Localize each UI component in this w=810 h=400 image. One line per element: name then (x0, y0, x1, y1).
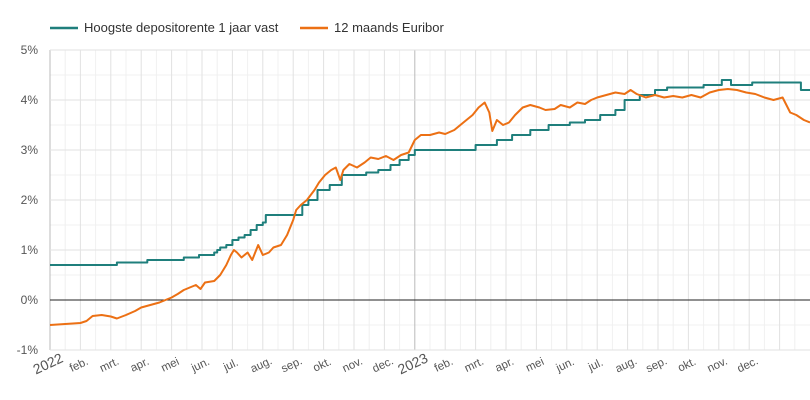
y-tick-label: 4% (21, 93, 39, 107)
x-tick-label: okt. (311, 356, 333, 375)
x-tick-label: mrt. (463, 356, 486, 375)
y-tick-label: 5% (21, 43, 39, 57)
legend-label-1: Hoogste depositorente 1 jaar vast (84, 20, 279, 35)
x-tick-label: apr. (494, 356, 516, 375)
x-tick-label: sep. (280, 355, 305, 375)
series (49, 79, 810, 326)
x-tick-label: jul. (586, 357, 605, 375)
x-tick-label: jul. (221, 357, 240, 375)
x-tick-label: nov. (706, 355, 730, 375)
y-tick-label: 0% (21, 293, 39, 307)
x-tick-label: mei (159, 356, 181, 375)
series-line-2 (49, 88, 810, 326)
legend: Hoogste depositorente 1 jaar vast 12 maan… (50, 20, 445, 35)
x-tick-label: jun. (554, 356, 577, 375)
legend-label-2: 12 maands Euribor (334, 20, 445, 35)
x-tick-label: okt. (676, 356, 698, 375)
x-tick-label: feb. (433, 356, 455, 375)
x-tick-label: nov. (341, 355, 365, 375)
x-tick-label: jun. (189, 356, 212, 375)
y-tick-label: -1% (17, 343, 39, 357)
x-tick-label: mei (524, 356, 546, 375)
x-tick-label: sep. (644, 355, 669, 375)
x-tick-label: feb. (68, 356, 90, 375)
x-tick-label: apr. (129, 356, 151, 375)
x-tick-label: 2023 (395, 350, 430, 378)
x-tick-label: aug. (614, 355, 639, 375)
y-tick-label: 1% (21, 243, 39, 257)
series-line-1 (50, 79, 810, 266)
x-tick-label: aug. (249, 355, 274, 375)
x-tick-label: dec. (371, 355, 396, 375)
y-tick-label: 3% (21, 143, 39, 157)
grid (49, 49, 810, 351)
x-tick-label: mrt. (98, 356, 121, 375)
y-tick-label: 2% (21, 193, 39, 207)
x-tick-label: dec. (736, 355, 761, 375)
axes: 5%4%3%2%1%0%-1%2022 feb. mrt. apr. mei jun. ju… (17, 43, 761, 377)
